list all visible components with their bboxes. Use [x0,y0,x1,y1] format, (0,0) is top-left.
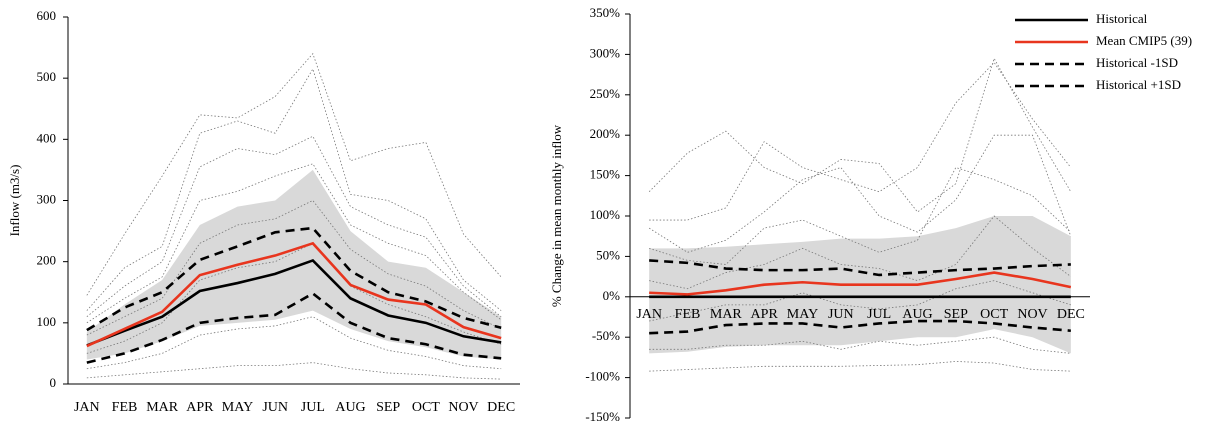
series-line [86,291,502,364]
x-tick-label: JUN [262,400,288,415]
y-tick-label: 0 [50,375,57,390]
x-tick-label: FEB [112,400,138,415]
x-tick-label: AUG [902,307,932,322]
y-tick-label: 100% [590,207,621,222]
y-tick-label: 500 [37,69,57,84]
x-tick-label: SEP [944,307,968,322]
model-line [649,336,1071,354]
x-tick-label: OCT [980,307,1008,322]
model-line [648,134,1072,253]
y-tick-label: -100% [585,369,620,384]
x-tick-label: NOV [448,400,478,415]
x-tick-label: JAN [74,400,100,415]
y-tick-label: 300% [590,45,621,60]
model-line [86,52,502,296]
x-tick-label: APR [186,400,214,415]
x-tick-label: MAY [787,307,818,322]
y-tick-label: 0% [603,288,621,303]
y-tick-label: 600 [37,8,57,23]
x-tick-label: APR [751,307,779,322]
model-line [86,362,502,380]
series-line [86,258,502,347]
x-tick-label: FEB [675,307,701,322]
model-line [86,163,502,324]
y-tick-label: 200 [37,253,57,268]
y-tick-label: 400 [37,130,57,145]
x-tick-label: JUL [867,307,891,322]
legend-label: Historical -1SD [1096,55,1178,70]
model-line [649,61,1072,221]
y-axis-label: % Change in mean monthly inflow [549,124,564,307]
x-tick-label: MAR [146,400,179,415]
y-tick-label: 100 [37,314,57,329]
legend-label: Historical [1096,11,1148,26]
y-tick-label: 300 [37,191,57,206]
series-line [649,319,1071,335]
x-tick-label: JUL [301,400,325,415]
model-line [649,361,1071,372]
y-tick-label: -50% [592,328,620,343]
model-line [649,167,1072,265]
model-line [649,280,1071,322]
x-tick-label: DEC [1057,307,1085,322]
series-line [86,226,502,332]
y-tick-label: 150% [590,167,621,182]
y-tick-label: 50% [596,247,620,262]
legend-label: Mean CMIP5 (39) [1096,33,1192,48]
model-line [86,316,502,370]
y-tick-label: 250% [590,86,621,101]
model-line [648,57,1072,213]
x-tick-label: JUN [828,307,854,322]
legend-label: Historical +1SD [1096,77,1181,92]
series-line [649,259,1071,277]
model-line [86,242,502,354]
x-tick-label: AUG [335,400,365,415]
x-tick-label: DEC [487,400,515,415]
model-line [86,67,502,311]
y-axis-label: Inflow (m3/s) [7,165,22,237]
x-tick-label: SEP [376,400,400,415]
x-tick-label: MAY [222,400,253,415]
y-tick-label: 350% [590,5,621,20]
y-tick-label: -150% [585,409,620,424]
series-line [649,271,1072,296]
x-tick-label: JAN [636,307,662,322]
model-line [649,215,1072,290]
x-tick-label: NOV [1017,307,1047,322]
y-tick-label: 200% [590,126,621,141]
series-line [86,241,502,348]
x-tick-label: OCT [412,400,440,415]
spread-band [86,169,502,360]
x-tick-label: MAR [710,307,743,322]
